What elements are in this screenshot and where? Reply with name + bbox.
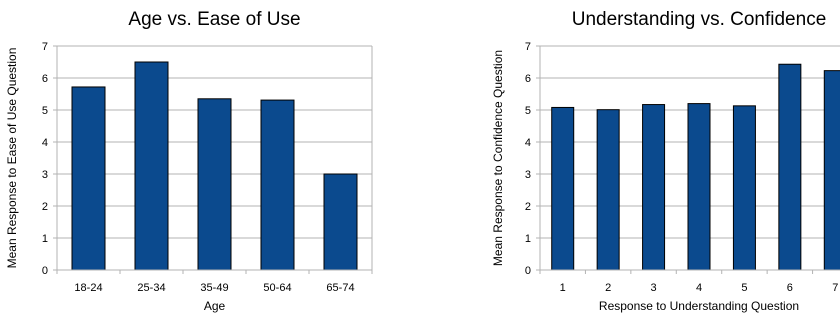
chart-title: Age vs. Ease of Use — [128, 9, 300, 30]
y-tick-label: 0 — [42, 265, 48, 277]
y-tick-label: 4 — [42, 137, 48, 149]
x-tick-label: 3 — [651, 282, 657, 294]
x-tick-label: 1 — [560, 282, 566, 294]
x-tick-label: 35-49 — [200, 282, 228, 294]
bars — [71, 61, 358, 271]
y-tick-label: 3 — [525, 169, 531, 181]
bar — [323, 173, 358, 271]
bar — [642, 104, 666, 271]
y-tick-label: 6 — [42, 73, 48, 85]
y-tick-label: 7 — [525, 41, 531, 53]
bar — [687, 103, 711, 271]
axis-lines — [539, 46, 840, 271]
understanding-vs-confidence-chart: Understanding vs. Confidence Mean Respon… — [491, 9, 840, 313]
age-vs-ease-chart: Age vs. Ease of Use Mean Response to Eas… — [5, 9, 373, 313]
y-tick-labels: 0 1 2 3 4 5 6 7 — [525, 41, 531, 277]
y-axis-title: Mean Response to Confidence Question — [491, 50, 505, 266]
y-tick-label: 5 — [525, 105, 531, 117]
x-tick-label: 2 — [605, 282, 611, 294]
x-tick-labels: 18-24 25-34 35-49 50-64 65-74 — [56, 270, 373, 294]
bar — [823, 70, 840, 271]
x-tick-labels: 1 2 3 4 5 6 7 — [539, 270, 838, 294]
x-axis-title: Age — [204, 299, 226, 313]
y-tick-label: 4 — [525, 137, 531, 149]
bar — [732, 105, 756, 271]
x-tick-label: 5 — [741, 282, 747, 294]
x-tick-label: 6 — [787, 282, 793, 294]
y-tick-label: 2 — [42, 201, 48, 213]
x-tick-label: 4 — [696, 282, 702, 294]
y-tick-label: 3 — [42, 169, 48, 181]
x-axis-title: Response to Understanding Question — [599, 299, 799, 313]
bar — [596, 109, 620, 271]
y-tick-label: 0 — [525, 265, 531, 277]
bar — [551, 106, 575, 271]
y-tick-label: 2 — [525, 201, 531, 213]
bar — [778, 63, 802, 271]
x-tick-label: 7 — [832, 282, 838, 294]
bar — [260, 99, 295, 271]
bar — [197, 98, 232, 271]
y-tick-label: 5 — [42, 105, 48, 117]
x-tick-label: 50-64 — [263, 282, 291, 294]
y-tick-label: 1 — [525, 233, 531, 245]
y-tick-labels: 0 1 2 3 4 5 6 7 — [42, 41, 48, 277]
axis-lines — [56, 46, 373, 271]
x-tick-label: 25-34 — [137, 282, 165, 294]
y-tick-label: 1 — [42, 233, 48, 245]
bar — [134, 61, 169, 271]
x-tick-label: 18-24 — [74, 282, 102, 294]
bars — [551, 63, 840, 271]
y-tick-label: 7 — [42, 41, 48, 53]
chart-title: Understanding vs. Confidence — [572, 9, 827, 30]
y-axis-title: Mean Response to Ease of Use Question — [5, 48, 19, 269]
y-tick-label: 6 — [525, 73, 531, 85]
x-tick-label: 65-74 — [326, 282, 354, 294]
bar — [71, 86, 106, 271]
